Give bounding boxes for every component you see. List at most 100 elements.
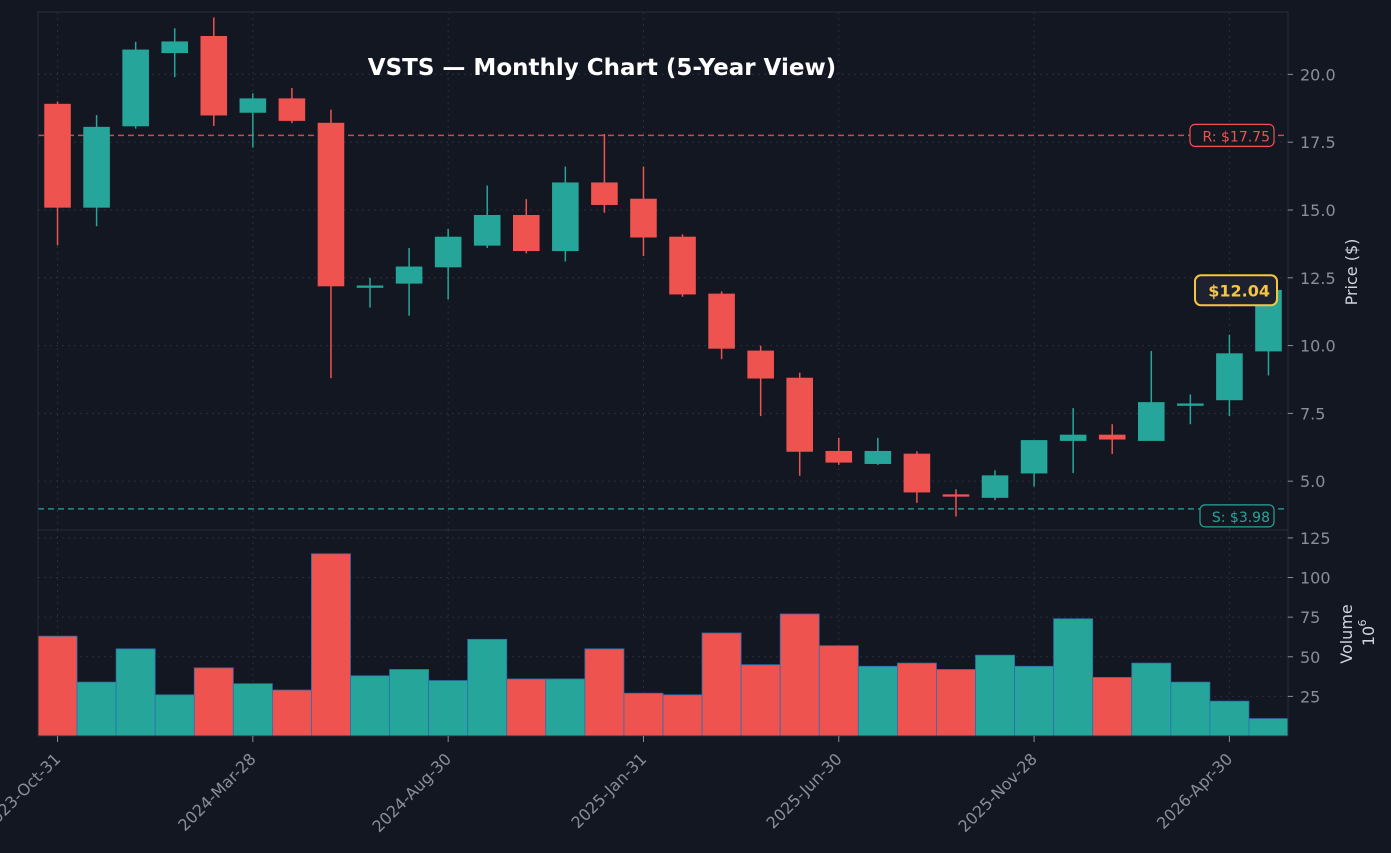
volume-bar xyxy=(818,645,859,737)
volume-bar xyxy=(1092,676,1133,737)
volume-bar xyxy=(623,692,664,737)
volume-bar xyxy=(389,669,430,737)
price-tick-label: 20.0 xyxy=(1300,65,1336,84)
candle-body xyxy=(1137,402,1165,441)
volume-bar xyxy=(896,662,937,737)
volume-tick-label: 50 xyxy=(1300,648,1320,667)
volume-bar xyxy=(311,553,351,737)
last-price-box xyxy=(1194,274,1278,307)
volume-multiplier-exponent: 6 xyxy=(1356,620,1369,627)
volume-bar xyxy=(975,654,1015,737)
candle-body xyxy=(942,494,970,497)
volume-bar xyxy=(1170,681,1211,737)
x-tick-label: 2026-Apr-30 xyxy=(1153,749,1236,832)
volume-axis-label: Volume xyxy=(1337,604,1356,664)
price-tick-label: 5.0 xyxy=(1300,472,1325,491)
candle-body xyxy=(630,198,657,238)
volume-bar xyxy=(545,678,586,737)
candle-body xyxy=(512,215,540,252)
level-labels: R: $17.75 S: $3.98 $12.04 xyxy=(1189,123,1278,528)
candle-body xyxy=(1098,434,1126,440)
chart-title: VSTS — Monthly Chart (5-Year View) xyxy=(368,55,836,81)
price-axis-label: Price ($) xyxy=(1342,239,1361,306)
x-tick-label: 2025-Jan-31 xyxy=(567,749,650,832)
panel-frames xyxy=(37,11,1289,737)
candle-body xyxy=(395,266,423,284)
volume-tick-label: 25 xyxy=(1300,687,1320,706)
volume-bar xyxy=(350,675,390,737)
volume-bar xyxy=(1014,665,1055,737)
candle-body xyxy=(552,182,579,252)
candle-body xyxy=(239,98,267,113)
support-label-box xyxy=(1199,504,1275,528)
price-tick-label: 17.5 xyxy=(1300,133,1336,152)
price-tick-label: 10.0 xyxy=(1300,337,1336,356)
volume-bar xyxy=(271,689,312,737)
candle-body xyxy=(44,103,71,208)
volume-tick-label: 100 xyxy=(1300,569,1331,588)
support-label: S: $3.98 xyxy=(1212,510,1270,526)
candle-body xyxy=(864,450,892,464)
candle-body xyxy=(708,293,735,349)
volume-bar xyxy=(1248,718,1289,737)
candle-body xyxy=(1216,353,1243,401)
volume-bar xyxy=(467,638,508,737)
candle-body xyxy=(434,236,462,268)
price-tick-label: 15.0 xyxy=(1300,201,1336,220)
resistance-label-box xyxy=(1189,123,1275,147)
x-tick-label: 2024-Aug-30 xyxy=(368,749,455,836)
volume-bar xyxy=(76,681,117,737)
candle-body xyxy=(786,377,814,452)
candle-body xyxy=(122,49,149,127)
volume-bar xyxy=(936,669,976,737)
volume-bar xyxy=(232,683,273,737)
support-label-group: S: $3.98 xyxy=(1199,504,1275,528)
x-tick-label: 2024-Mar-28 xyxy=(174,749,259,834)
candle-body xyxy=(825,450,853,463)
volume-bar xyxy=(1131,662,1172,737)
candle-body xyxy=(747,350,774,379)
x-tick-label: 2025-Nov-28 xyxy=(954,749,1041,836)
volume-bars xyxy=(37,553,1289,737)
volume-multiplier-base: 10 xyxy=(1359,626,1378,646)
volume-tick-label: 75 xyxy=(1300,608,1320,627)
volume-bar xyxy=(37,635,78,737)
candle-body xyxy=(1020,440,1048,474)
candle-body xyxy=(317,122,345,287)
x-tick-label: 2023-Oct-31 xyxy=(0,749,64,834)
volume-bar xyxy=(779,613,820,737)
resistance-label: R: $17.75 xyxy=(1203,129,1270,145)
x-tick-label: 2025-Jun-30 xyxy=(763,749,846,832)
candle-body xyxy=(473,215,501,246)
volume-bar xyxy=(740,664,781,737)
last-price-label: $12.04 xyxy=(1208,281,1270,300)
volume-bar xyxy=(1209,700,1250,737)
volume-bar xyxy=(115,648,156,737)
volume-bar xyxy=(506,678,547,737)
volume-bar xyxy=(701,632,742,737)
grid-lines xyxy=(38,12,1288,736)
volume-bar xyxy=(154,694,195,737)
candle-body xyxy=(903,453,931,493)
candle-body xyxy=(83,126,110,208)
candle-body xyxy=(356,285,384,288)
candle-body xyxy=(981,475,1009,498)
price-tick-label: 7.5 xyxy=(1300,404,1325,423)
candle-body xyxy=(1177,403,1204,406)
volume-bar xyxy=(1053,618,1094,737)
candle-body xyxy=(1059,434,1087,441)
volume-bar xyxy=(193,667,234,737)
volume-panel-frame xyxy=(37,529,1289,737)
volume-bar xyxy=(428,680,469,737)
price-tick-label: 12.5 xyxy=(1300,269,1336,288)
volume-multiplier: 10 6 xyxy=(1356,620,1378,647)
volume-bar xyxy=(857,665,898,737)
candle-body xyxy=(200,36,228,116)
volume-bar xyxy=(662,694,703,737)
volume-tick-label: 125 xyxy=(1300,529,1331,548)
candle-body xyxy=(161,41,189,54)
candles xyxy=(44,17,1282,517)
candle-body xyxy=(591,182,618,205)
